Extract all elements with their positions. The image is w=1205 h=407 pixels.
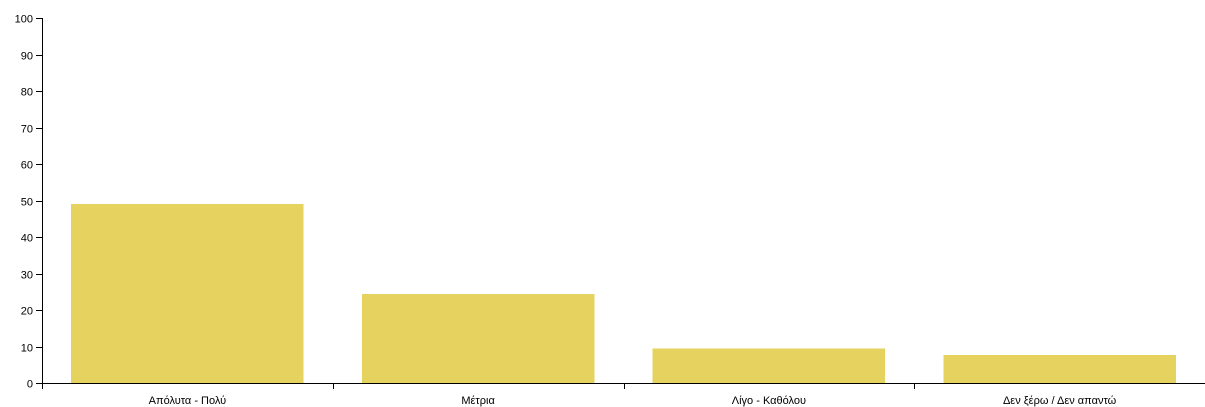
x-tick-label-0: Απόλυτα - Πολύ bbox=[149, 395, 227, 407]
bar-3 bbox=[943, 354, 1176, 383]
x-tick-label-2: Λίγο - Καθόλου bbox=[732, 395, 806, 407]
bars-group bbox=[71, 204, 1176, 383]
y-tick-label-8: 80 bbox=[21, 87, 33, 99]
y-tick-label-9: 90 bbox=[21, 51, 33, 63]
x-axis: Απόλυτα - Πολύ Μέτρια Λίγο - Καθόλου Δεν ξέ… bbox=[42, 383, 1205, 407]
x-tick-label-1: Μέτρια bbox=[461, 395, 495, 407]
bar-1 bbox=[361, 293, 595, 383]
y-tick-label-10: 100 bbox=[15, 14, 33, 26]
y-tick-label-0: 0 bbox=[27, 379, 33, 391]
y-tick-label-6: 60 bbox=[21, 160, 33, 172]
y-tick-label-1: 10 bbox=[21, 343, 33, 355]
y-tick-label-2: 20 bbox=[21, 306, 33, 318]
y-axis: 0 10 20 30 40 50 60 70 80 90 100 bbox=[15, 14, 43, 391]
x-tick-label-3: Δεν ξέρω / Δεν απαντώ bbox=[1003, 395, 1117, 407]
y-tick-label-4: 40 bbox=[21, 233, 33, 245]
bar-0 bbox=[71, 204, 304, 383]
y-tick-label-3: 30 bbox=[21, 270, 33, 282]
y-tick-label-5: 50 bbox=[21, 197, 33, 209]
y-tick-label-7: 70 bbox=[21, 124, 33, 136]
bar-2 bbox=[652, 348, 886, 383]
